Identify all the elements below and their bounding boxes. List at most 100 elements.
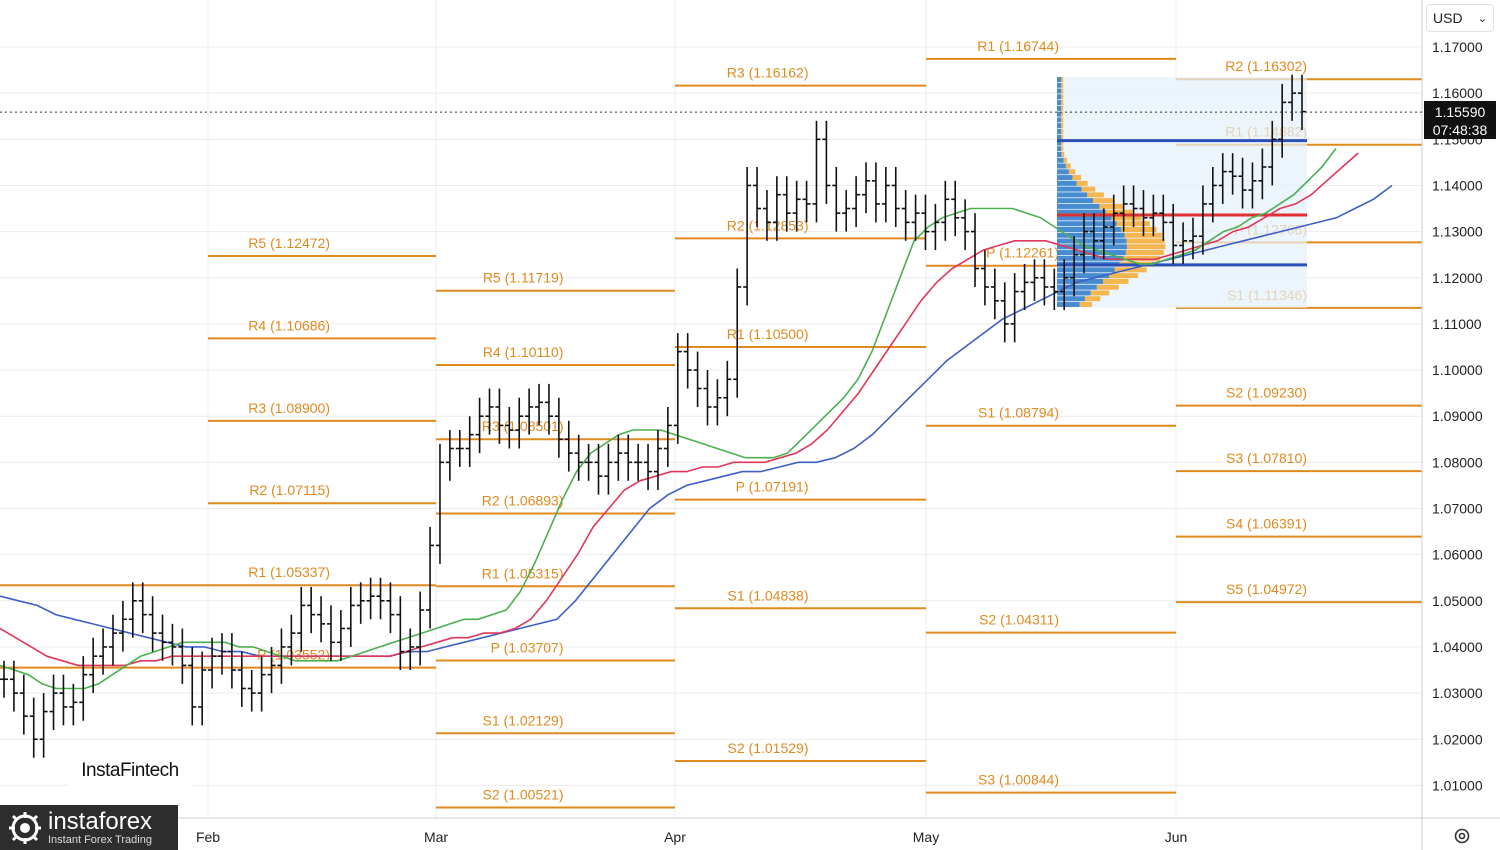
bar-countdown: 07:48:38	[1432, 122, 1488, 138]
pivot-label: R4 (1.10686)	[248, 317, 330, 333]
ohlc-bar	[168, 623, 177, 666]
ohlc-bar	[980, 250, 989, 306]
y-tick-label: 1.12000	[1432, 270, 1483, 286]
ohlc-bar	[416, 591, 425, 666]
vp-bar-orange	[1061, 146, 1064, 152]
y-tick-label: 1.03000	[1432, 685, 1483, 701]
ohlc-bar	[1139, 190, 1148, 237]
y-tick-label: 1.09000	[1432, 408, 1483, 424]
ohlc-bar	[455, 430, 464, 467]
ohlc-bar	[891, 166, 900, 227]
y-tick-label: 1.07000	[1432, 501, 1483, 517]
pivot-label: R1 (1.16744)	[977, 38, 1059, 54]
currency-label: USD	[1433, 10, 1463, 26]
vp-bar-orange	[1061, 140, 1064, 146]
ohlc-bar	[356, 582, 365, 624]
vp-bar-orange	[1121, 226, 1157, 232]
vp-bar-blue	[1057, 221, 1117, 227]
pivot-label: R3 (1.08501)	[482, 418, 564, 434]
vp-bar-orange	[1081, 186, 1096, 192]
vp-bar-blue	[1057, 186, 1082, 192]
vp-bar-blue	[1057, 146, 1061, 152]
ohlc-bar	[951, 180, 960, 237]
vp-bar-blue	[1057, 175, 1073, 181]
pivot-label: S2 (1.00521)	[483, 787, 564, 803]
vp-bar-blue	[1057, 100, 1061, 106]
ohlc-bar	[653, 430, 662, 491]
ohlc-bar	[1080, 213, 1089, 274]
ohlc-bar	[1169, 203, 1178, 264]
vp-bar-orange	[1068, 169, 1076, 175]
vp-bar-blue	[1057, 296, 1085, 302]
vp-bar-blue	[1057, 163, 1066, 169]
pivot-label: S4 (1.06391)	[1226, 516, 1307, 532]
pivot-label: R2 (1.07115)	[249, 482, 330, 498]
vp-bar-blue	[1057, 255, 1124, 261]
ohlc-bar	[594, 443, 603, 495]
pivot-label: R5 (1.12472)	[248, 235, 330, 251]
vp-bar-blue	[1057, 169, 1069, 175]
vp-bar-blue	[1057, 123, 1061, 129]
ohlc-bar	[247, 670, 256, 712]
vp-bar-orange	[1114, 267, 1147, 273]
vp-bar-orange	[1079, 301, 1093, 307]
ohlc-bar	[772, 176, 781, 241]
pivot-label: S1 (1.08794)	[978, 405, 1059, 421]
ohlc-bar	[1288, 74, 1297, 121]
vp-bar-orange	[1105, 209, 1133, 215]
ohlc-bar	[505, 406, 514, 449]
x-tick-label: Jun	[1165, 829, 1188, 845]
logo-icon	[9, 811, 41, 844]
ohlc-bar	[1238, 157, 1247, 209]
vp-bar-orange	[1126, 244, 1166, 250]
ohlc-bar	[1129, 185, 1138, 227]
ohlc-bar	[9, 660, 18, 712]
vp-bar-orange	[1061, 76, 1064, 82]
chart-grid	[0, 0, 1422, 818]
vp-bar-blue	[1057, 301, 1080, 307]
settings-gear-icon[interactable]	[1450, 824, 1474, 848]
ohlc-bar	[812, 120, 821, 223]
instaforex-logo[interactable]: instaforex Instant Forex Trading	[0, 805, 178, 850]
ohlc-bar	[802, 180, 811, 223]
vp-bar-blue	[1057, 250, 1126, 256]
x-tick-label: Apr	[664, 829, 686, 845]
ohlc-bar	[118, 600, 127, 652]
ohlc-bar	[208, 637, 217, 689]
y-tick-label: 1.05000	[1432, 593, 1483, 609]
ohlc-bar	[931, 203, 940, 251]
ma-mid-line	[0, 152, 1359, 667]
ohlc-bar	[267, 646, 276, 694]
ohlc-bar	[881, 166, 890, 223]
ohlc-bar	[1070, 236, 1079, 297]
pivot-label: R3 (1.08900)	[248, 400, 330, 416]
vp-bar-blue	[1057, 94, 1061, 100]
ohlc-bar	[99, 628, 108, 675]
vp-bar-orange	[1072, 175, 1081, 181]
ohlc-bar	[287, 614, 296, 666]
ohlc-bar	[604, 443, 613, 495]
vp-bar-orange	[1093, 198, 1114, 204]
ohlc-bar	[1060, 259, 1069, 311]
vp-bar-orange	[1125, 250, 1164, 256]
vp-bar-blue	[1057, 203, 1100, 209]
ohlc-bar	[1198, 185, 1207, 255]
ohlc-bar	[683, 333, 692, 389]
logo-tagline: Instant Forex Trading	[48, 833, 152, 846]
ohlc-bar	[762, 190, 771, 241]
currency-select[interactable]: USD ⌄	[1426, 4, 1494, 32]
ohlc-bar	[317, 596, 326, 643]
ohlc-bar	[584, 443, 593, 481]
ohlc-bar	[1208, 166, 1217, 223]
ohlc-bar	[188, 646, 197, 726]
time-axis: Feb Mar Apr May Jun	[196, 829, 1187, 845]
vp-bar-blue	[1057, 244, 1127, 250]
last-price: 1.15590	[1434, 104, 1486, 120]
ohlc-bar	[901, 190, 910, 241]
ohlc-bar	[178, 628, 187, 684]
vp-bar-blue	[1057, 157, 1064, 163]
y-tick-label: 1.06000	[1432, 547, 1483, 563]
vp-bar-blue	[1057, 209, 1106, 215]
